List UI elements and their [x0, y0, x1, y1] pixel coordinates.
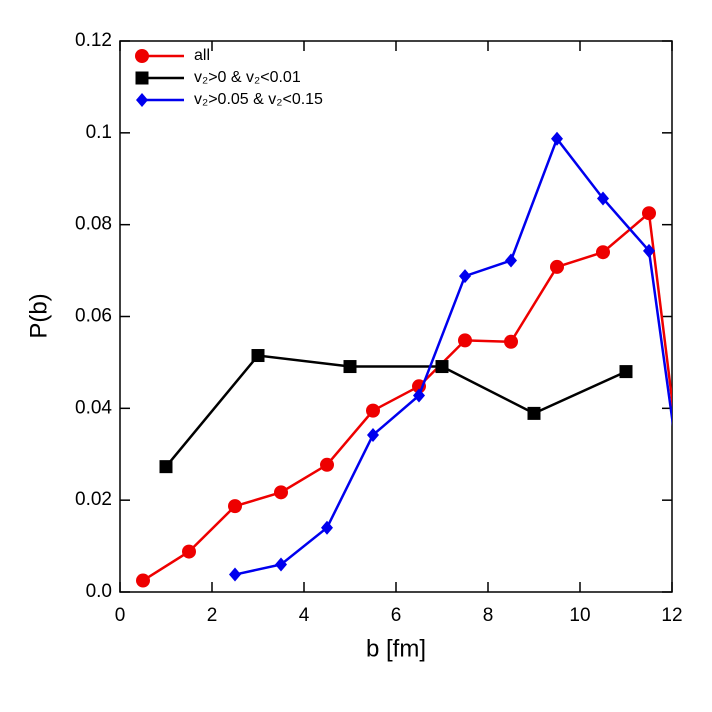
- legend-marker: [136, 93, 148, 107]
- legend-label: v₂>0.05 & v₂<0.15: [194, 91, 323, 108]
- legend-marker: [135, 71, 149, 85]
- marker: [459, 269, 471, 284]
- marker: [228, 499, 242, 514]
- marker: [550, 259, 564, 274]
- marker: [688, 578, 702, 592]
- x-tick-label: 0: [115, 605, 126, 626]
- marker: [505, 253, 517, 268]
- marker: [458, 333, 472, 348]
- marker: [275, 557, 287, 572]
- marker: [527, 406, 541, 420]
- marker: [343, 360, 357, 374]
- series-line: [165, 354, 627, 468]
- y-tick-label: 0.0: [86, 581, 112, 602]
- marker: [182, 544, 196, 559]
- plot-area: [136, 131, 702, 592]
- marker: [367, 427, 379, 442]
- y-tick-label: 0.1: [86, 122, 112, 143]
- plot-frame: [119, 40, 673, 593]
- y-tick-label: 0.06: [75, 306, 112, 327]
- x-tick-label: 6: [391, 605, 402, 626]
- marker: [321, 520, 333, 535]
- legend-label: all: [194, 47, 210, 64]
- marker: [642, 206, 656, 221]
- marker: [551, 131, 563, 146]
- marker: [229, 567, 241, 582]
- marker: [504, 334, 518, 349]
- y-tick-label: 0.02: [75, 489, 112, 510]
- x-tick-label: 12: [661, 605, 682, 626]
- legend-marker: [135, 49, 149, 63]
- y-axis-label: P(b): [25, 293, 52, 338]
- marker: [643, 243, 655, 258]
- x-tick-label: 2: [207, 605, 218, 626]
- marker: [597, 191, 609, 206]
- marker: [596, 245, 610, 260]
- legend-label: v₂>0 & v₂<0.01: [194, 69, 301, 86]
- marker: [413, 388, 425, 403]
- y-tick-label: 0.12: [75, 30, 112, 51]
- y-tick-label: 0.04: [75, 397, 112, 418]
- marker: [320, 457, 334, 472]
- marker: [159, 460, 173, 474]
- x-axis-label: b [fm]: [366, 635, 426, 662]
- x-tick-label: 8: [483, 605, 494, 626]
- marker: [251, 349, 265, 363]
- x-tick-label: 4: [299, 605, 310, 626]
- marker: [274, 485, 288, 500]
- marker: [689, 577, 701, 591]
- marker: [435, 360, 449, 374]
- marker: [136, 573, 150, 588]
- y-tick-label: 0.08: [75, 214, 112, 235]
- marker: [619, 365, 633, 379]
- marker: [366, 403, 380, 418]
- x-tick-label: 10: [569, 605, 590, 626]
